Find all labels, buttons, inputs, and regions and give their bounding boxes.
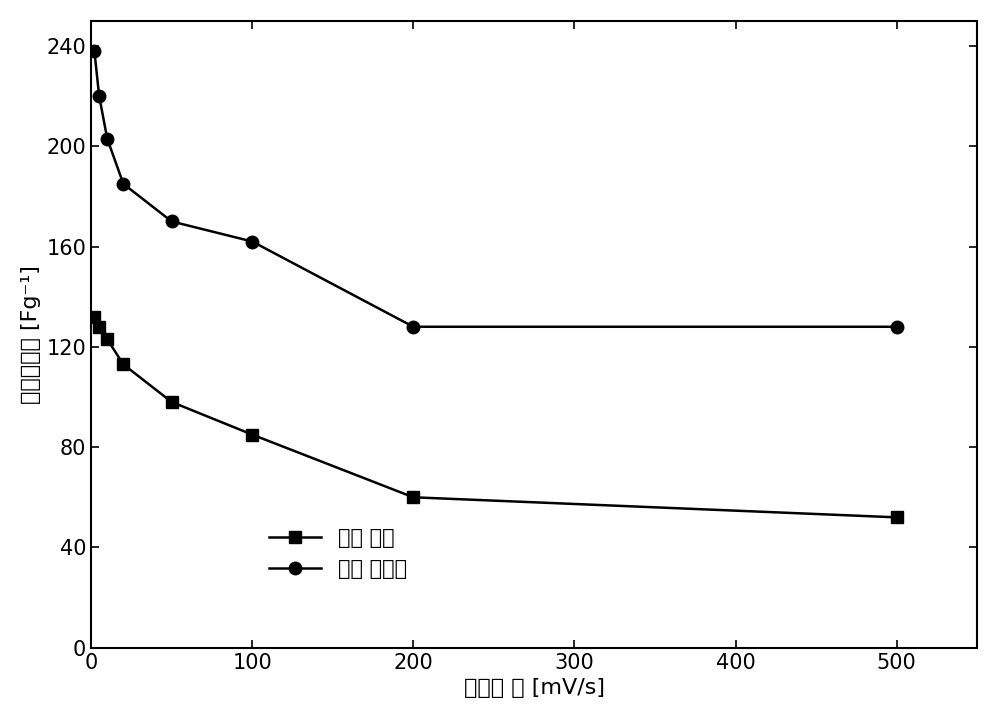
- Legend: 原始 样品, 洸泡 后样品: 原始 样品, 洸泡 后样品: [261, 520, 415, 587]
- 洸泡 后样品: [93, 92, 105, 101]
- Line: 原始 样品: 原始 样品: [88, 311, 903, 523]
- 原始 样品: [101, 335, 113, 344]
- 原始 样品: [247, 430, 258, 439]
- 洸泡 后样品: [890, 322, 902, 331]
- 原始 样品: [93, 322, 105, 331]
- 原始 样品: [890, 513, 902, 522]
- 洸泡 后样品: [118, 180, 130, 188]
- 洸泡 后样品: [407, 322, 419, 331]
- Line: 洸泡 后样品: 洸泡 后样品: [88, 45, 903, 333]
- 原始 样品: [407, 493, 419, 502]
- 洸泡 后样品: [89, 47, 101, 55]
- 原始 样品: [118, 360, 130, 369]
- 原始 样品: [166, 398, 178, 406]
- 洸泡 后样品: [101, 134, 113, 143]
- 原始 样品: [89, 313, 101, 321]
- Y-axis label: 质量比电容 [Fg⁻¹]: 质量比电容 [Fg⁻¹]: [21, 265, 41, 404]
- 洸泡 后样品: [166, 217, 178, 226]
- X-axis label: 扫描速 率 [mV/s]: 扫描速 率 [mV/s]: [464, 678, 605, 698]
- 洸泡 后样品: [247, 237, 258, 246]
